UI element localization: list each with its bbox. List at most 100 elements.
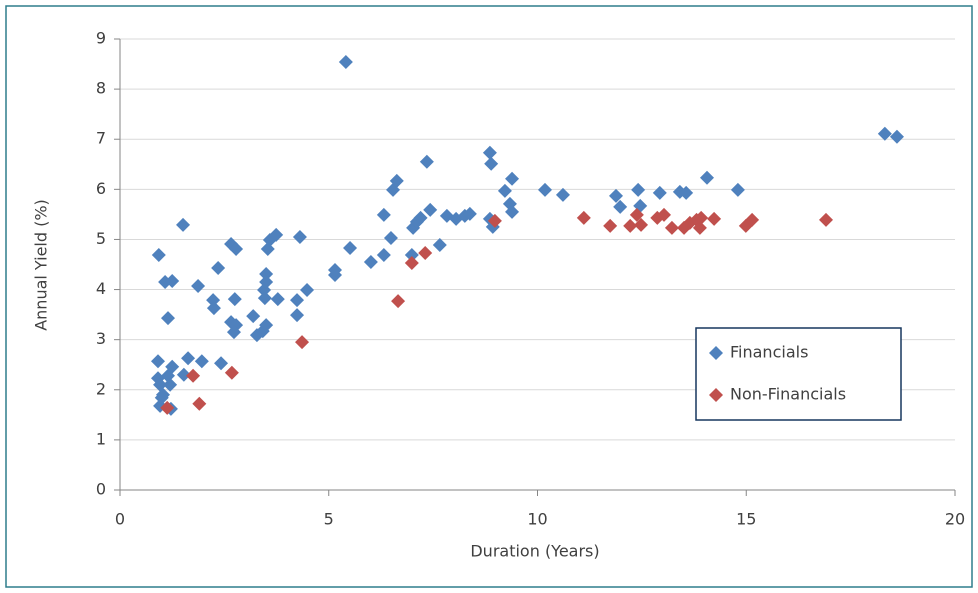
point xyxy=(224,365,239,380)
x-axis-label: Duration (Years) xyxy=(470,542,599,561)
point xyxy=(259,275,274,290)
point xyxy=(150,354,165,369)
point xyxy=(818,212,833,227)
point xyxy=(634,217,649,232)
point xyxy=(652,185,667,200)
point xyxy=(206,293,221,308)
point xyxy=(343,240,358,255)
point xyxy=(229,241,244,256)
y-tick-label: 2 xyxy=(96,379,106,398)
point xyxy=(404,255,419,270)
point xyxy=(186,368,201,383)
point xyxy=(576,210,591,225)
point xyxy=(631,182,646,197)
point xyxy=(603,218,618,233)
point xyxy=(246,309,261,324)
legend-marker xyxy=(709,388,723,402)
legend-label: Financials xyxy=(730,343,808,362)
legend-box xyxy=(695,327,902,421)
y-tick-label: 8 xyxy=(96,79,106,98)
point xyxy=(194,354,209,369)
point xyxy=(176,367,191,382)
point xyxy=(413,210,428,225)
point xyxy=(211,261,226,276)
y-tick-label: 9 xyxy=(96,29,106,48)
point xyxy=(423,202,438,217)
point xyxy=(889,129,904,144)
legend-marker xyxy=(709,346,723,360)
point xyxy=(257,291,272,306)
point xyxy=(432,237,447,252)
x-tick-label: 20 xyxy=(945,510,965,529)
x-tick-label: 5 xyxy=(324,510,334,529)
y-tick-label: 5 xyxy=(96,229,106,248)
point xyxy=(404,247,419,262)
point xyxy=(192,396,207,411)
point xyxy=(165,359,180,374)
point xyxy=(389,173,404,188)
point xyxy=(623,218,638,233)
y-axis-label: Annual Yield (%) xyxy=(32,199,51,331)
point xyxy=(730,182,745,197)
point xyxy=(165,274,180,289)
point xyxy=(176,217,191,232)
point xyxy=(206,301,221,316)
point xyxy=(418,245,433,260)
point xyxy=(462,206,477,221)
point xyxy=(608,188,623,203)
point xyxy=(700,170,715,185)
point xyxy=(161,311,176,326)
point xyxy=(613,199,628,214)
point xyxy=(153,377,168,392)
point xyxy=(328,263,343,278)
point xyxy=(877,126,892,141)
point xyxy=(391,294,406,309)
y-tick-label: 6 xyxy=(96,179,106,198)
point xyxy=(482,145,497,160)
point xyxy=(497,183,512,198)
point xyxy=(363,254,378,269)
point xyxy=(300,283,315,298)
point xyxy=(290,293,305,308)
point xyxy=(292,229,307,244)
point xyxy=(259,267,274,282)
point xyxy=(191,279,206,294)
chart-frame xyxy=(5,5,973,588)
y-tick-label: 3 xyxy=(96,329,106,348)
point xyxy=(154,390,169,405)
point xyxy=(226,325,241,340)
point xyxy=(214,356,229,371)
point xyxy=(555,187,570,202)
point xyxy=(694,210,709,225)
point xyxy=(270,292,285,307)
x-tick-label: 10 xyxy=(527,510,547,529)
point xyxy=(269,227,284,242)
point xyxy=(679,185,694,200)
x-tick-label: 15 xyxy=(736,510,756,529)
point xyxy=(707,211,722,226)
y-tick-label: 0 xyxy=(96,480,106,499)
point xyxy=(505,171,520,186)
point xyxy=(160,400,175,415)
point xyxy=(629,207,644,222)
point xyxy=(419,154,434,169)
point xyxy=(338,55,353,70)
point xyxy=(181,351,196,366)
point xyxy=(484,156,499,171)
y-tick-label: 1 xyxy=(96,429,106,448)
point xyxy=(487,213,502,228)
legend-label: Non-Financials xyxy=(730,385,846,404)
point xyxy=(151,247,166,262)
y-tick-label: 7 xyxy=(96,129,106,148)
point xyxy=(259,318,274,333)
point xyxy=(376,207,391,222)
x-tick-label: 0 xyxy=(115,510,125,529)
point xyxy=(657,207,672,222)
point xyxy=(383,230,398,245)
point xyxy=(664,220,679,235)
point xyxy=(290,308,305,323)
y-tick-label: 4 xyxy=(96,279,106,298)
point xyxy=(227,292,242,307)
